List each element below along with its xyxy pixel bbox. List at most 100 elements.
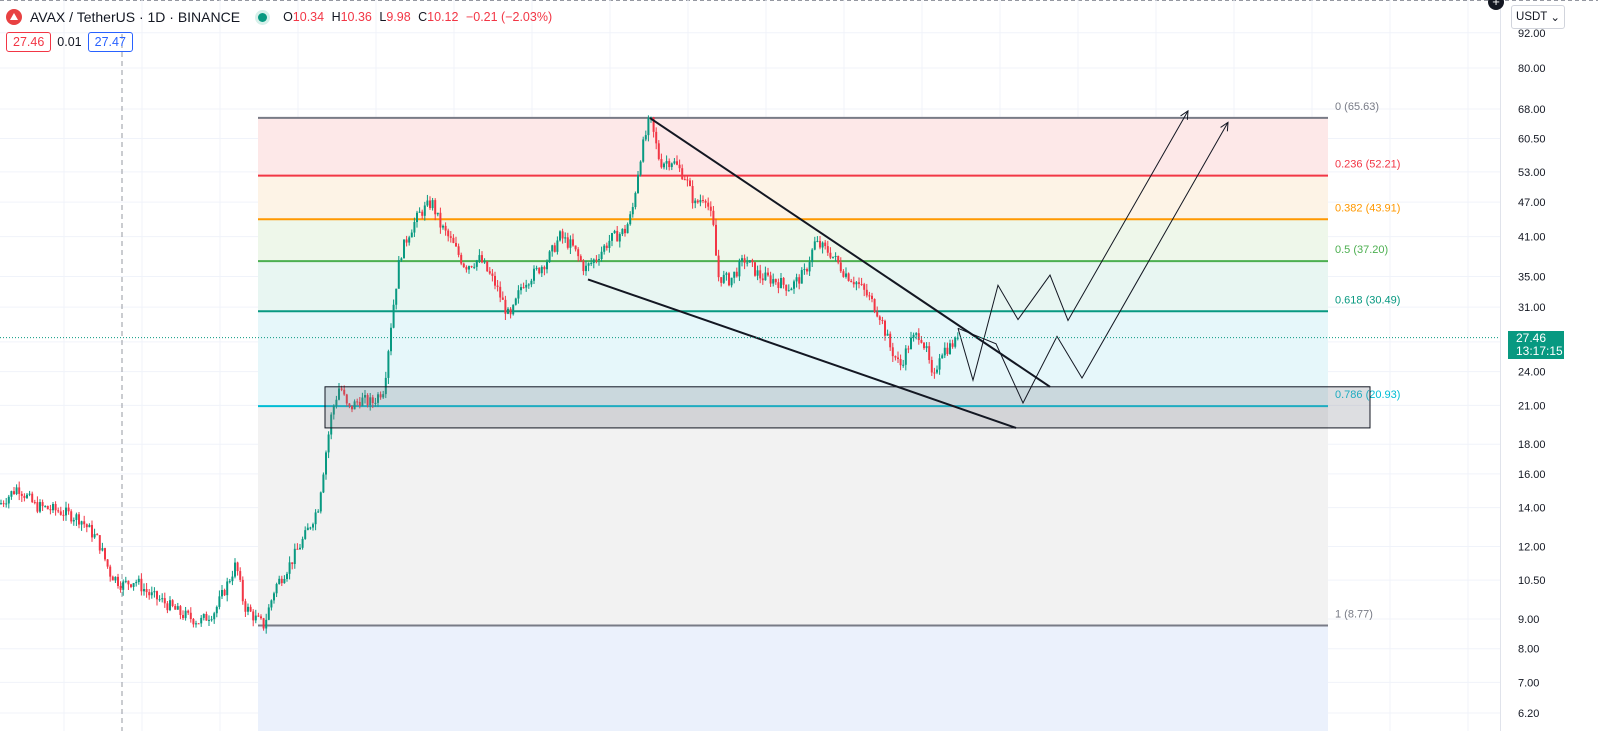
candle-body [795, 277, 798, 282]
candle-body [504, 299, 507, 314]
chart-legend: AVAX / TetherUS · 1D · BINANCE O10.34 H1… [6, 6, 556, 28]
y-tick-label: 80.00 [1518, 63, 1546, 75]
candle-body [920, 340, 923, 343]
fib-zone [258, 406, 1328, 626]
fib-zone [258, 625, 1328, 731]
fib-label-0: 0 (65.63) [1335, 101, 1379, 113]
candle-body [345, 394, 348, 404]
candle-body [902, 364, 905, 366]
candle-body [696, 200, 699, 203]
candle-body [252, 611, 255, 621]
candle-body [348, 403, 351, 406]
y-tick-label: 68.00 [1518, 104, 1546, 116]
candle-body [2, 503, 5, 505]
candle-body [166, 603, 169, 611]
candle-body [205, 614, 208, 621]
candle-body [124, 580, 127, 582]
candle-body [135, 582, 138, 584]
currency-dropdown[interactable]: USDT ⌄ [1511, 5, 1565, 29]
candle-body [397, 260, 400, 289]
candle-body [379, 394, 382, 398]
candle-body [312, 524, 314, 528]
candle-body [0, 503, 2, 505]
candle-body [699, 200, 702, 203]
candle-body [384, 377, 387, 395]
candle-body [465, 267, 468, 270]
add-plus-icon[interactable]: + [1488, 0, 1504, 10]
candle-body [873, 299, 876, 312]
candle-body [725, 273, 728, 275]
candle-body [769, 275, 772, 284]
candle-body [418, 211, 421, 213]
candle-body [759, 270, 762, 279]
candle-body [117, 576, 119, 586]
candle-body [551, 245, 554, 252]
candle-body [951, 343, 954, 347]
candle-body [213, 613, 216, 620]
candle-body [876, 311, 879, 317]
candle-body [608, 240, 611, 248]
candle-body [907, 348, 910, 350]
symbol-title[interactable]: AVAX / TetherUS · 1D · BINANCE [30, 9, 241, 25]
candle-body [449, 236, 452, 238]
candle-body [31, 493, 34, 503]
candle-body [925, 346, 928, 349]
y-tick-label: 21.00 [1518, 400, 1546, 412]
candle-body [556, 240, 559, 252]
y-tick-label: 8.00 [1518, 644, 1539, 656]
candle-body [192, 619, 195, 625]
candle-body [234, 562, 236, 577]
candle-body [275, 584, 278, 594]
candle-body [15, 487, 18, 495]
candle-body [681, 168, 684, 180]
candle-body [132, 583, 135, 587]
candle-body [215, 606, 218, 614]
candle-body [5, 503, 8, 505]
candle-body [278, 578, 281, 585]
candle-body [447, 230, 450, 237]
candle-body [603, 245, 606, 252]
candle-body [501, 297, 504, 300]
candle-body [496, 285, 499, 287]
candle-body [150, 592, 153, 596]
candle-body [85, 524, 88, 528]
candle-body [208, 619, 210, 621]
high-label: H [331, 10, 341, 24]
candle-body [57, 510, 60, 512]
candle-body [754, 262, 756, 276]
candle-body [808, 262, 811, 272]
candle-body [912, 334, 915, 338]
candle-body [850, 280, 853, 283]
sell-price-button[interactable]: 27.46 [6, 32, 52, 52]
candle-body [743, 258, 746, 263]
candle-body [483, 261, 486, 263]
candle-body [265, 619, 268, 629]
candle-body [273, 593, 275, 601]
candle-body [499, 286, 502, 298]
ohlc-values: O10.34 H10.36 L9.98 C10.12 −0.21 (−2.03%… [283, 10, 556, 24]
y-tick-label: 60.50 [1518, 133, 1546, 145]
candle-body [644, 135, 647, 140]
candle-body [889, 333, 892, 348]
candle-body [837, 255, 840, 263]
candle-body [36, 502, 39, 512]
candle-body [806, 269, 808, 272]
candle-body [868, 295, 871, 297]
candle-body [301, 538, 304, 548]
candle-body [858, 282, 860, 284]
candle-body [738, 260, 741, 277]
candle-body [668, 161, 671, 168]
candle-body [62, 514, 65, 516]
candle-body [314, 512, 317, 525]
candle-body [819, 240, 821, 248]
candle-body [96, 534, 99, 536]
candle-body [254, 615, 257, 621]
candle-body [351, 405, 353, 410]
candle-body [910, 337, 912, 350]
buy-price-button[interactable]: 27.47 [87, 32, 133, 52]
candle-body [382, 394, 385, 398]
candle-body [486, 261, 489, 272]
candle-body [106, 559, 109, 567]
candle-body [202, 614, 205, 618]
